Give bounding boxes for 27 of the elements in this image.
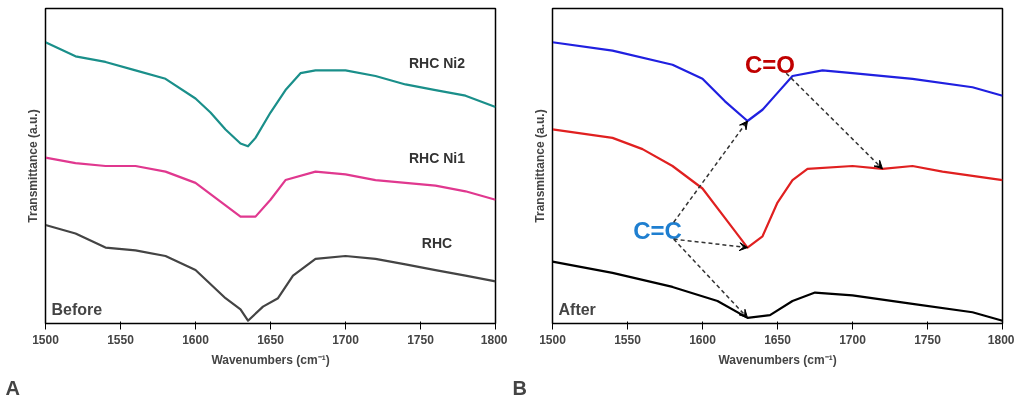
x-tick-label: 1600 [689,332,717,347]
x-tick-label: 1550 [107,332,135,347]
annotation: C=C [633,217,682,245]
text: B [512,376,527,399]
x-axis-title: Wavenumbers (cm⁻¹) [211,352,330,367]
x-tick-label: 1600 [182,332,210,347]
x-tick-label: 1800 [987,332,1014,347]
y-axis-title: Transmittance (a.u.) [532,109,547,223]
x-tick-label: 1750 [914,332,942,347]
x-tick-label: 1500 [32,332,60,347]
x-tick-label: 1550 [614,332,642,347]
x-tick-label: 1500 [539,332,567,347]
x-tick-label: 1700 [332,332,360,347]
x-tick-label: 1800 [480,332,508,347]
series-label: RHC Ni2 [409,54,466,71]
annotation: Before [51,300,103,318]
x-tick-label: 1650 [764,332,792,347]
y-axis-title: Transmittance (a.u.) [25,109,40,223]
x-tick-label: 1650 [257,332,285,347]
series-label: RHC [421,234,453,251]
text: A [5,376,20,399]
annotation: C=O [744,51,796,79]
x-axis-title: Wavenumbers (cm⁻¹) [718,352,837,367]
x-tick-label: 1700 [839,332,867,347]
series-label: RHC Ni1 [409,150,466,167]
annotation: After [558,300,596,318]
x-tick-label: 1750 [407,332,435,347]
